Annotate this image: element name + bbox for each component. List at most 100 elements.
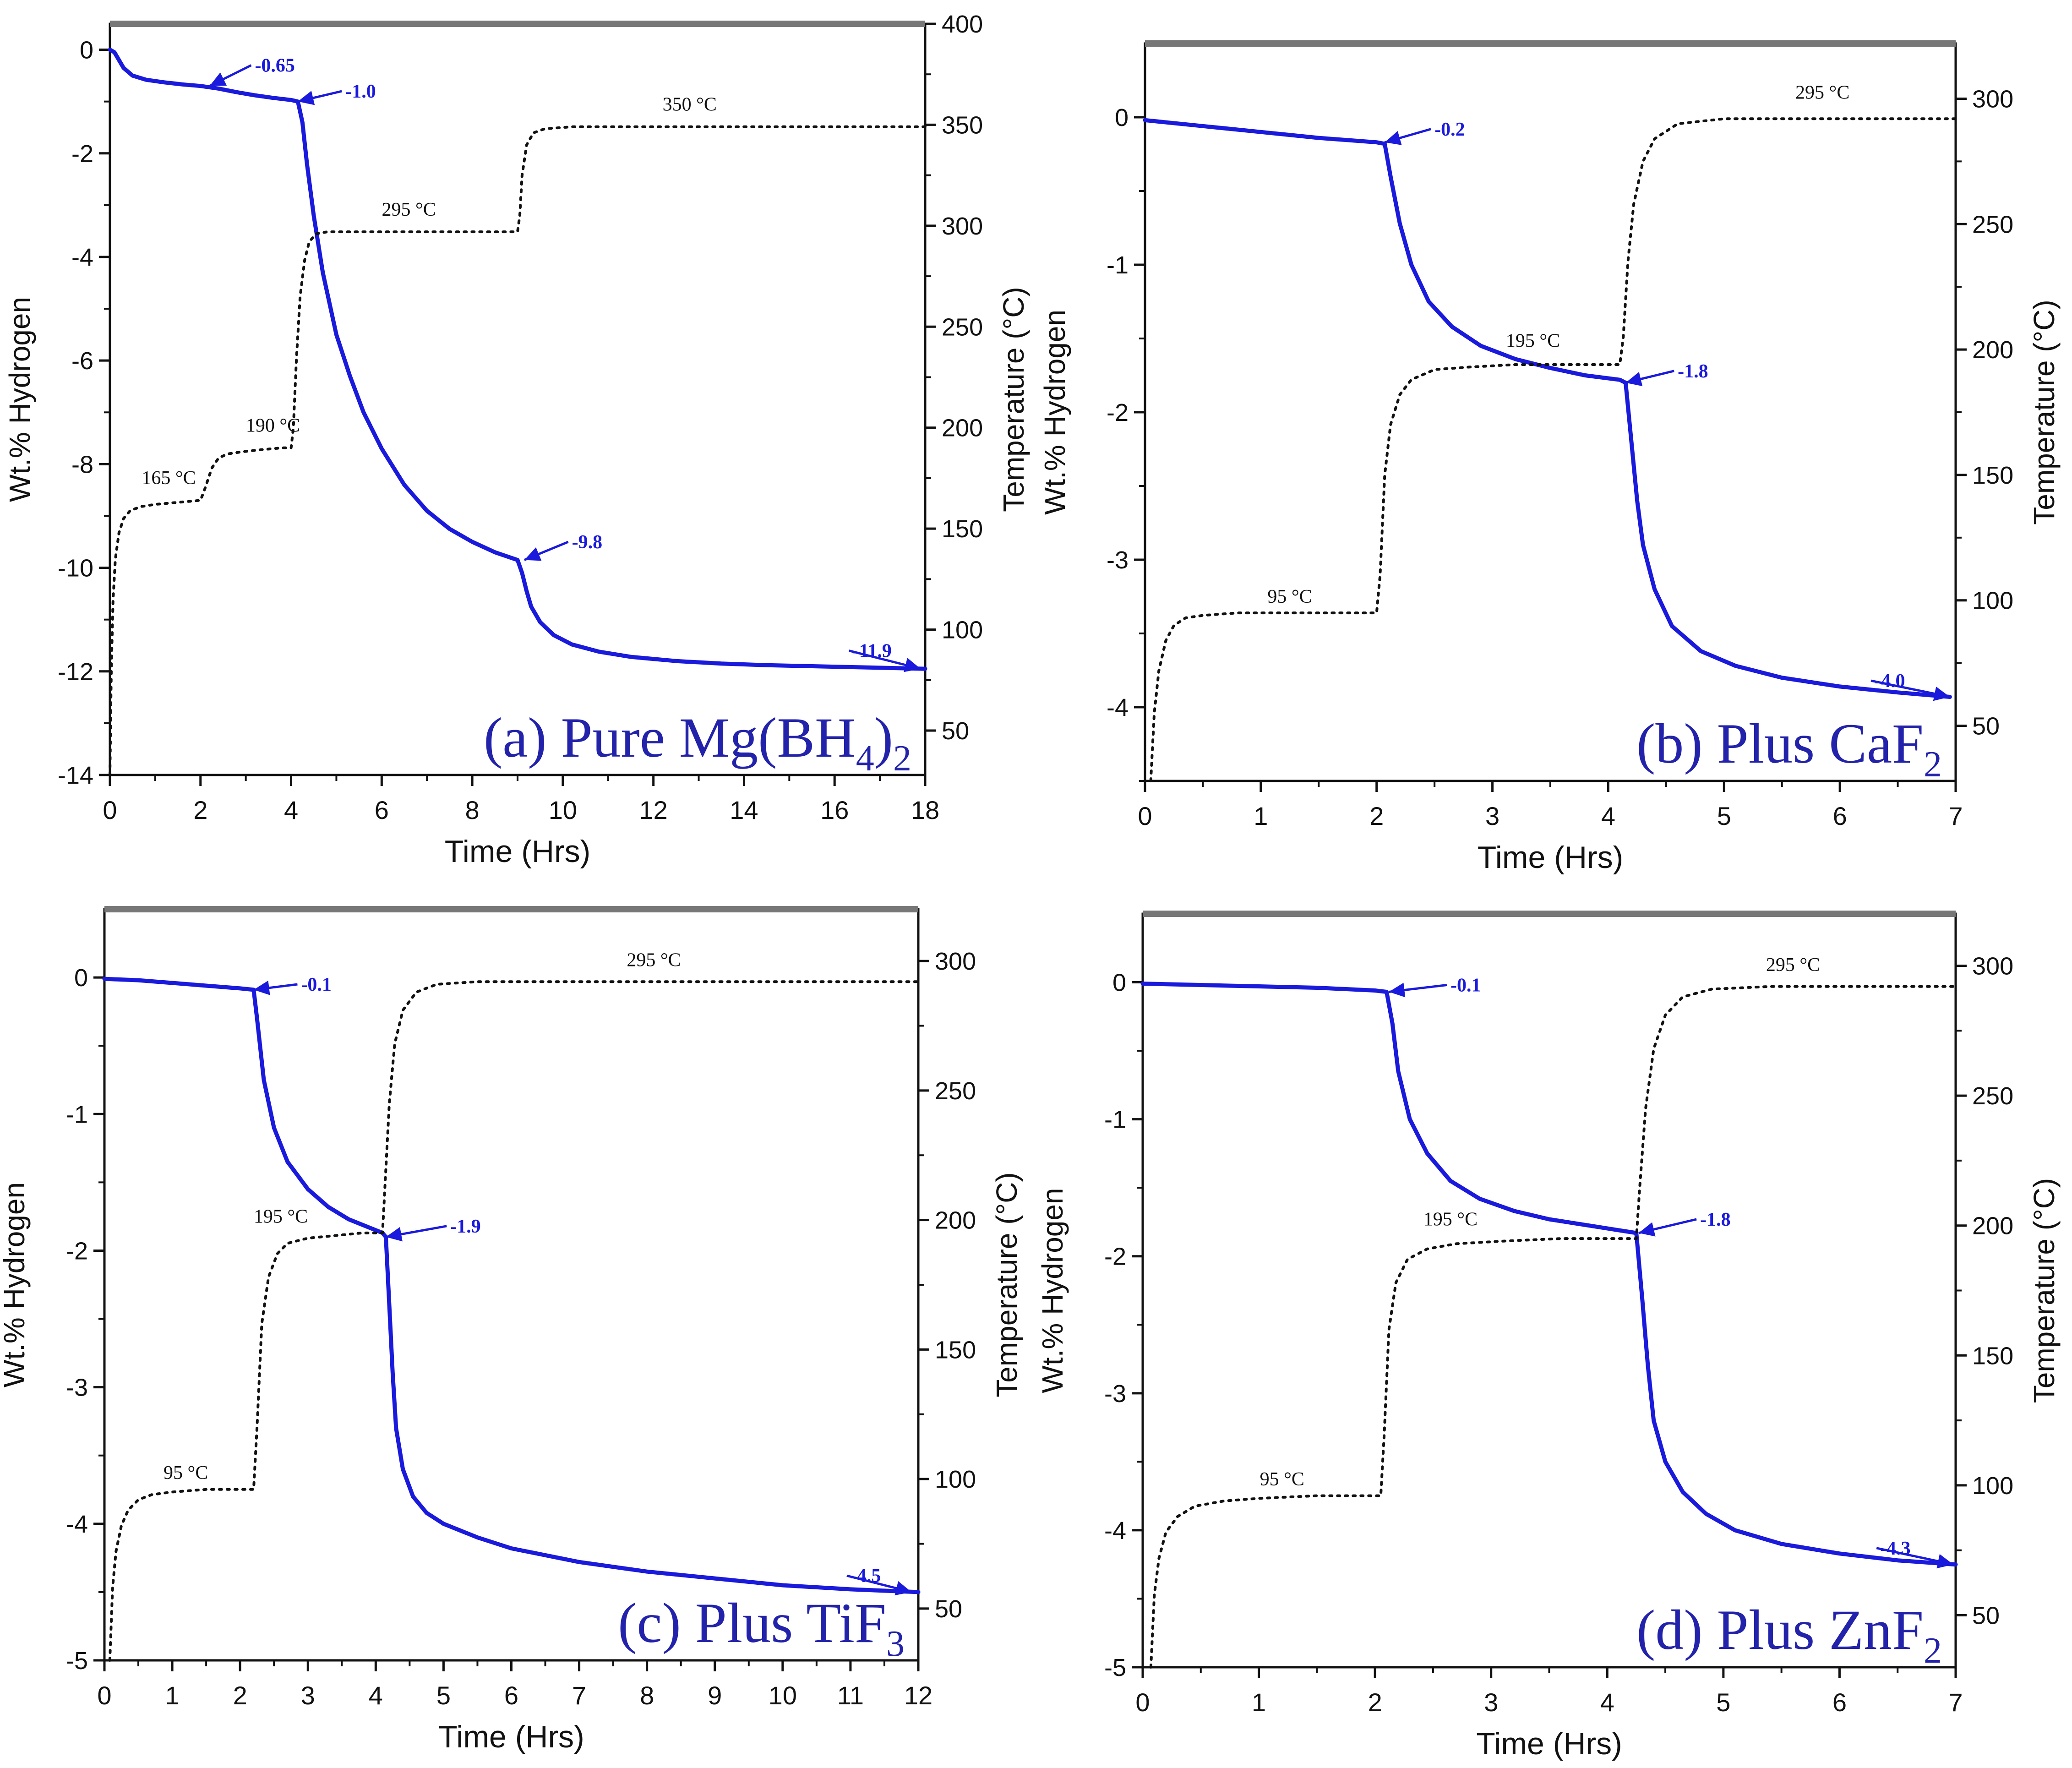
annotation-arrow-head (1936, 1554, 1953, 1569)
y-axis-label: Wt.% Hydrogen (0, 1182, 31, 1387)
x-tick-label: 2 (1369, 802, 1384, 830)
hydrogen-series-line (1143, 118, 1952, 699)
y-tick-label: -1 (1107, 251, 1129, 279)
value-annotation: -1.0 (345, 81, 376, 102)
panel-label-d: (d) Plus ZnF2 (1636, 1599, 1942, 1671)
panel-label-b: (b) Plus CaF2 (1636, 712, 1942, 785)
y2-tick-label: 200 (1972, 1212, 2013, 1240)
y2-tick-label: 200 (942, 415, 983, 442)
x-tick-label: 0 (1135, 1688, 1150, 1717)
temperature-annotation: 195 °C (254, 1206, 308, 1227)
y-tick-label: -4 (1104, 1517, 1126, 1544)
y-tick-label: -1 (1104, 1106, 1126, 1134)
y-tick-label: -2 (1104, 1243, 1126, 1271)
temperature-annotation: 295 °C (1795, 82, 1849, 103)
chart-panel-a: 0 2 4 6 8 10 12 14 16 180-2-4-6-8-10-12-145010015… (3, 11, 1030, 869)
temperature-series-line (109, 125, 927, 776)
value-annotation: -0.2 (1434, 119, 1465, 140)
temperature-annotation: 350 °C (663, 94, 717, 115)
x-tick-label: 7 (1948, 1688, 1963, 1717)
annotation-arrow-head (298, 91, 315, 105)
y-tick-label: -4 (1107, 694, 1129, 721)
y-tick-label: -14 (58, 762, 93, 789)
y2-axis-label: Temperature (°C) (2028, 1178, 2061, 1403)
chart-panel-c: 0 1 2 3 4 5 6 7 8 9 10 11 120-1-2-3-4-55010015020025… (0, 906, 1023, 1754)
annotation-arrow-head (904, 658, 921, 672)
x-tick-label: 7 (1948, 802, 1963, 830)
temperature-series-line (108, 980, 920, 1662)
value-annotation: -1.8 (1678, 361, 1708, 382)
y-tick-label: -12 (58, 658, 93, 686)
x-tick-label: 10 (549, 796, 577, 824)
y2-tick-label: 100 (942, 617, 983, 644)
y-tick-label: -3 (1107, 546, 1129, 574)
x-tick-label: 0 (1138, 802, 1152, 830)
y-axis-label: Wt.% Hydrogen (3, 297, 36, 502)
panel-label-c: (c) Plus TiF3 (618, 1592, 905, 1664)
x-tick-label: 11 (837, 1681, 864, 1710)
annotation-arrow-head (209, 72, 227, 86)
x-tick-label: 5 (436, 1681, 451, 1710)
x-tick-label: 3 (301, 1681, 315, 1710)
panel-label-text: (a) Pure Mg(BH (484, 706, 856, 769)
y2-tick-label: 100 (935, 1466, 976, 1493)
value-annotation: -4.3 (1880, 1538, 1911, 1559)
x-tick-label: 5 (1716, 1688, 1730, 1717)
y2-tick-label: 100 (1972, 1472, 2013, 1500)
panel-label-subscript-2: 2 (893, 738, 911, 779)
y-tick-label: -3 (1104, 1380, 1126, 1408)
temperature-series-line (1149, 985, 1957, 1669)
x-tick-label: 6 (375, 796, 389, 824)
x-tick-label: 0 (97, 1681, 111, 1710)
y-tick-label: -2 (66, 1237, 88, 1265)
hydrogen-series-line (108, 48, 927, 671)
y-tick-label: -4 (66, 1511, 88, 1538)
x-tick-label: 4 (1601, 802, 1615, 830)
temperature-annotation: 295 °C (382, 199, 436, 220)
x-tick-label: 4 (284, 796, 298, 824)
x-tick-label: 8 (465, 796, 480, 824)
value-annotation: -4.0 (1875, 671, 1905, 692)
temperature-annotation: 195 °C (1423, 1209, 1478, 1230)
x-tick-label: 3 (1484, 1688, 1498, 1717)
panel-label-subscript: 2 (1924, 744, 1942, 785)
annotation-arrow-head (1625, 372, 1643, 387)
y-tick-label: -1 (66, 1101, 88, 1128)
y2-tick-label: 50 (942, 717, 969, 745)
x-tick-label: 3 (1485, 802, 1499, 830)
y2-tick-label: 300 (942, 213, 983, 240)
x-tick-label: 16 (820, 796, 849, 824)
annotation-arrow-head (386, 1227, 403, 1242)
temperature-annotation: 95 °C (1267, 586, 1312, 607)
y2-axis-label: Temperature (°C) (2028, 300, 2061, 525)
chart-panel-d: 0 1 2 3 4 5 6 7 0 -1 -2 -3 -4 -5 50 100 150 200 250 300 Time… (1036, 911, 2061, 1761)
annotation-arrow-head (1933, 686, 1950, 701)
panel-label-a: (a) Pure Mg(BH4)2 (484, 706, 911, 779)
panel-label-subscript: 3 (886, 1624, 905, 1664)
value-annotation: -11.9 (853, 641, 892, 662)
value-annotation: -9.8 (572, 532, 603, 553)
x-tick-label: 0 (103, 796, 117, 824)
x-tick-label: 2 (233, 1681, 247, 1710)
x-tick-label: 4 (369, 1681, 383, 1710)
x-tick-label: 6 (504, 1681, 518, 1710)
x-tick-label: 12 (904, 1681, 932, 1710)
y-tick-label: -2 (71, 140, 93, 168)
y-tick-label: -5 (1104, 1654, 1126, 1681)
y-tick-label: 0 (74, 964, 88, 992)
chart-panel-b: 0 1 2 3 4 5 6 7 0 -1 -2 -3 -4 50 100 150 200 250 300 Time (… (1038, 40, 2061, 875)
value-annotation: -0.65 (255, 55, 295, 76)
y2-tick-label: 150 (1972, 462, 2013, 489)
y-tick-label: 0 (80, 37, 93, 64)
y2-tick-label: 250 (942, 313, 983, 341)
y-tick-label: -3 (66, 1374, 88, 1402)
value-annotation: -1.8 (1700, 1209, 1731, 1230)
x-tick-label: 1 (1252, 1688, 1266, 1717)
x-tick-label: 9 (708, 1681, 722, 1710)
x-tick-label: 4 (1600, 1688, 1614, 1717)
x-axis-label: Time (Hrs) (445, 834, 591, 869)
y2-tick-label: 200 (1972, 336, 2013, 364)
x-axis-label: Time (Hrs) (1476, 1726, 1622, 1761)
y-axis-label: Wt.% Hydrogen (1036, 1188, 1069, 1393)
y-tick-label: -4 (71, 244, 93, 271)
